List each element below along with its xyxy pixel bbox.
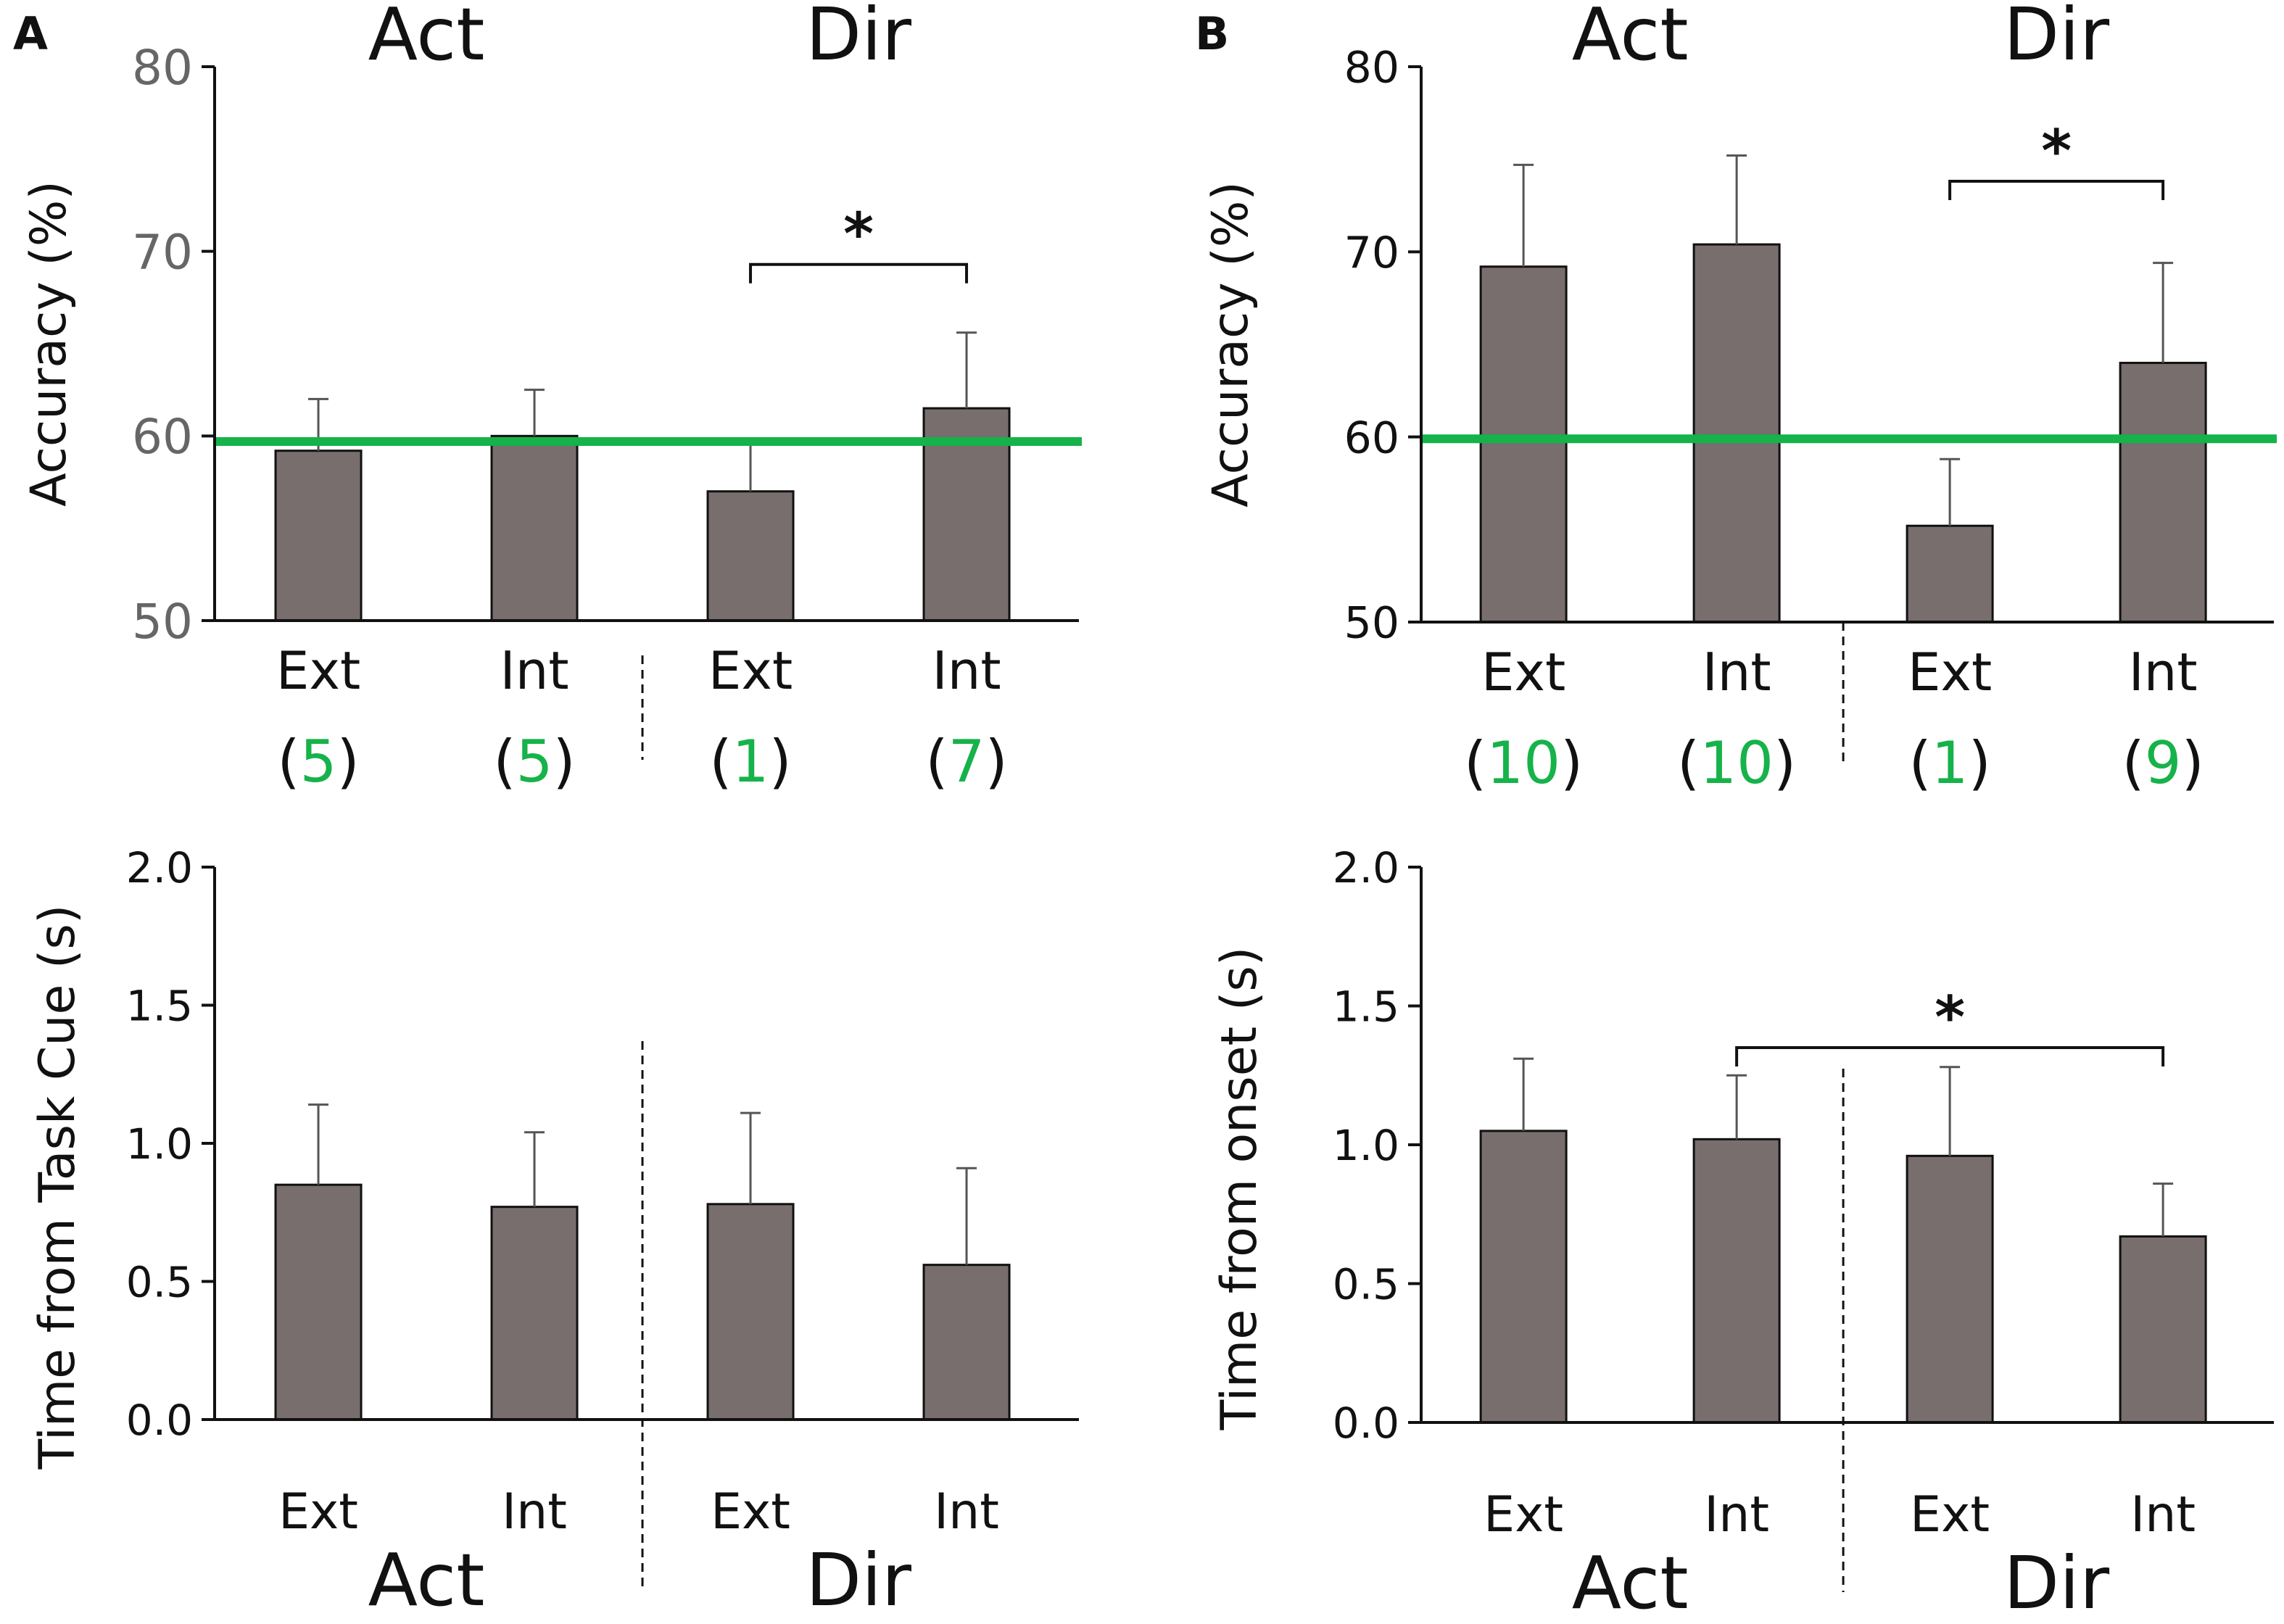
count-value: 5: [516, 728, 553, 795]
chart-b-accuracy: 50 60 70 80 Accuracy (%) Ext (10) Int (10) Ext (1)…: [1202, 0, 2277, 797]
count-label: (1): [709, 728, 791, 795]
y-tick-label: 1.5: [1333, 982, 1399, 1031]
panel-letter-a: A: [13, 7, 48, 60]
y-tick-label: 1.0: [126, 1119, 193, 1169]
bar: [706, 1203, 795, 1421]
y-tick-label: 50: [132, 594, 193, 650]
bar: [1479, 1130, 1568, 1424]
bar: [490, 434, 579, 622]
count-value: 5: [300, 728, 337, 795]
bar: [1692, 243, 1781, 624]
bar: [2119, 362, 2207, 624]
y-tick-label: 50: [1344, 598, 1399, 649]
bar: [2119, 1235, 2207, 1424]
x-category-label: Int: [932, 640, 1001, 701]
x-category-label: Ext: [278, 1483, 358, 1541]
x-category-label: Int: [502, 1483, 567, 1541]
count-label: (10): [1677, 729, 1796, 797]
count-label: (7): [925, 728, 1007, 795]
bar: [922, 1264, 1011, 1421]
group-label: Dir: [2003, 0, 2110, 77]
x-category-label: Ext: [1910, 1486, 1990, 1544]
bar: [1479, 265, 1568, 624]
x-category-label: Int: [934, 1483, 999, 1541]
bar: [274, 1183, 363, 1421]
y-tick-label: 70: [132, 224, 193, 280]
y-tick-label: 0.0: [1333, 1399, 1399, 1448]
significance-bracket: [749, 262, 969, 283]
y-tick-label: 80: [1344, 43, 1399, 94]
count-value: 10: [1486, 729, 1560, 797]
count-value: 7: [948, 728, 985, 795]
count-value: 9: [2145, 729, 2182, 797]
panel-letter-b: B: [1195, 7, 1229, 60]
bar: [1906, 1154, 1994, 1424]
bar: [706, 490, 795, 622]
y-axis-label: Time from onset (s): [1211, 947, 1268, 1431]
significance-bracket: [1948, 180, 2165, 200]
y-tick-label: 2.0: [126, 843, 193, 892]
group-label: Act: [368, 0, 485, 77]
y-axis-label: Accuracy (%): [20, 181, 78, 507]
significance-star: *: [843, 201, 874, 268]
y-tick-label: 0.5: [1333, 1259, 1399, 1309]
y-tick-label: 1.5: [126, 981, 193, 1030]
y-axis-label: Accuracy (%): [1202, 181, 1259, 508]
bar: [490, 1206, 579, 1421]
group-label: Dir: [2003, 1541, 2110, 1624]
x-category-label: Int: [1702, 642, 1771, 703]
count-value: 10: [1700, 729, 1774, 797]
significance-star: *: [1935, 984, 1965, 1051]
y-tick-label: 70: [1344, 228, 1399, 278]
y-tick-label: 0.5: [126, 1257, 193, 1306]
count-label: (9): [2122, 729, 2204, 797]
count-value: 1: [732, 728, 769, 795]
group-label: Dir: [806, 0, 912, 77]
count-value: 1: [1932, 729, 1969, 797]
x-category-label: Ext: [1484, 1486, 1563, 1544]
significance-star: *: [2041, 117, 2072, 185]
count-label: (1): [1908, 729, 1990, 797]
chart-b-time-from-onset: 0.0 0.5 1.0 1.5 2.0 Time from onset (s) Ext Int…: [1211, 843, 2274, 1624]
x-category-label: Ext: [1481, 642, 1565, 703]
x-category-label: Int: [500, 640, 568, 701]
x-category-label: Ext: [708, 640, 793, 701]
x-category-label: Int: [2129, 642, 2198, 703]
chart-a-time-from-task-cue: 0.0 0.5 1.0 1.5 2.0 Time from Task Cue (s) Ext…: [29, 843, 1079, 1623]
group-label: Act: [1572, 0, 1689, 77]
y-tick-label: 80: [132, 40, 193, 96]
x-category-label: Ext: [711, 1483, 790, 1541]
y-tick-label: 60: [132, 409, 193, 465]
significance-bracket: [1735, 1045, 2165, 1066]
x-category-label: Int: [1704, 1486, 1769, 1544]
group-label: Act: [368, 1538, 485, 1623]
group-label: Act: [1572, 1541, 1689, 1624]
y-tick-label: 0.0: [126, 1396, 193, 1445]
y-tick-label: 60: [1344, 413, 1399, 463]
y-axis-label: Time from Task Cue (s): [29, 905, 86, 1470]
y-tick-label: 2.0: [1333, 843, 1399, 892]
y-tick-label: 1.0: [1333, 1121, 1399, 1170]
count-label: (5): [493, 728, 575, 795]
x-category-label: Ext: [276, 640, 360, 701]
bar: [1906, 524, 1994, 624]
count-label: (10): [1464, 729, 1583, 797]
group-label: Dir: [806, 1538, 912, 1623]
bar: [274, 450, 363, 622]
bar: [1692, 1138, 1781, 1424]
x-category-label: Int: [2130, 1486, 2196, 1544]
count-label: (5): [277, 728, 359, 795]
chart-a-accuracy: 50 60 70 80 Accuracy (%) Ext (5) Int (5) Ext (1) In…: [20, 0, 1082, 795]
x-category-label: Ext: [1908, 642, 1992, 703]
